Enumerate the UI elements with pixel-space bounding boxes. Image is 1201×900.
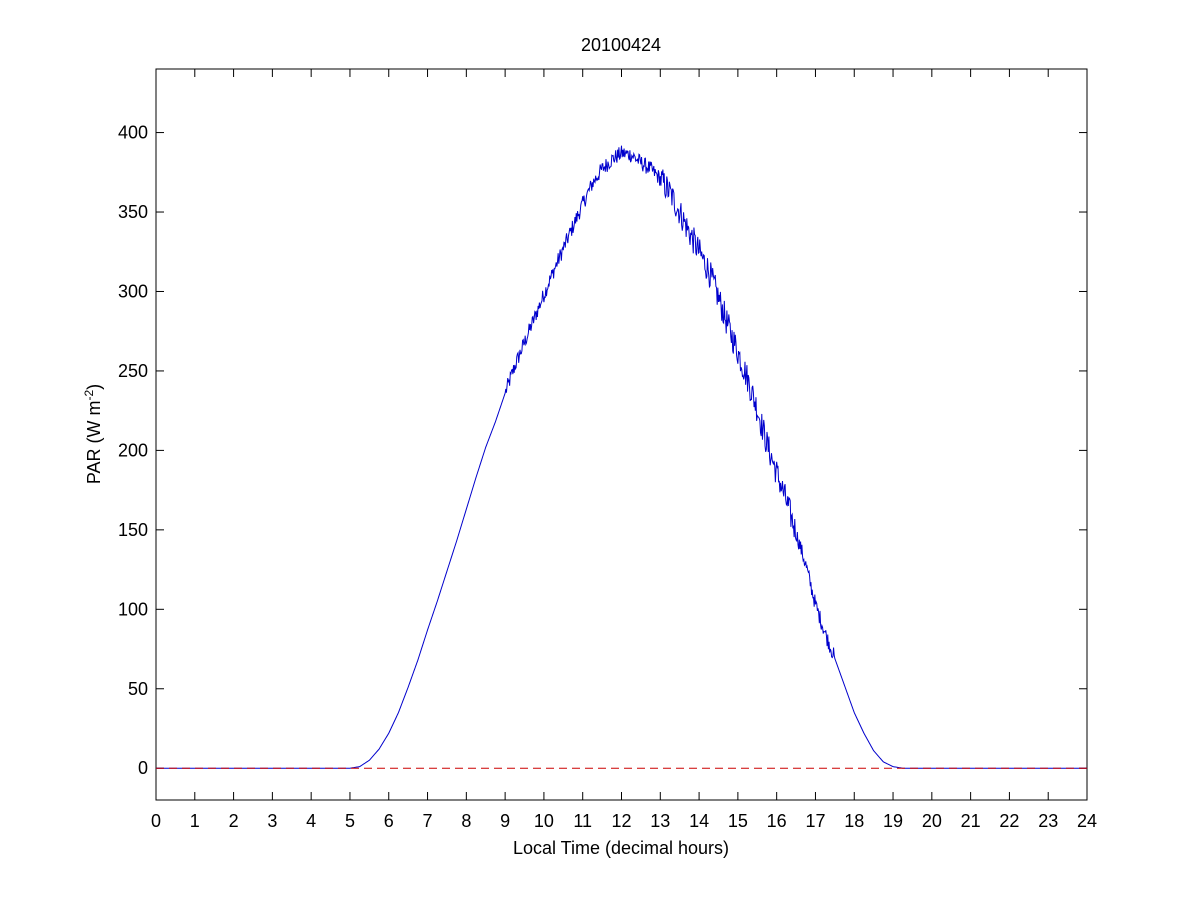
- y-tick-label: 350: [118, 202, 148, 222]
- y-tick-label: 50: [128, 679, 148, 699]
- x-tick-label: 15: [728, 811, 748, 831]
- x-tick-label: 10: [534, 811, 554, 831]
- plot-area: 0 1 2 3 4 5 6 7 8 9 10 11 12 13 14 15 16 17 18 19 20 21 22 23 24…: [118, 68, 1097, 831]
- x-tick-label: 3: [267, 811, 277, 831]
- par-series-line: [156, 145, 1087, 769]
- x-tick-label: 0: [151, 811, 161, 831]
- x-tick-label: 16: [767, 811, 787, 831]
- x-tick-label: 4: [306, 811, 316, 831]
- x-tick-label: 6: [384, 811, 394, 831]
- y-axis-label-superscript: -2: [82, 390, 96, 401]
- x-tick-label: 7: [423, 811, 433, 831]
- x-tick-label: 19: [883, 811, 903, 831]
- x-tick-label: 17: [805, 811, 825, 831]
- x-axis-label: Local Time (decimal hours): [513, 838, 729, 858]
- x-tick-label: 18: [844, 811, 864, 831]
- y-tick-label: 0: [138, 758, 148, 778]
- y-tick-label: 400: [118, 123, 148, 143]
- x-tick-label: 5: [345, 811, 355, 831]
- x-tick-label: 24: [1077, 811, 1097, 831]
- y-axis-label: PAR (W m-2): [82, 384, 104, 484]
- x-tick-label: 2: [229, 811, 239, 831]
- x-tick-label: 14: [689, 811, 709, 831]
- y-tick-label: 150: [118, 520, 148, 540]
- x-tick-label: 11: [573, 811, 592, 831]
- y-tick-label: 300: [118, 281, 148, 301]
- x-tick-label: 20: [922, 811, 942, 831]
- x-tick-label: 8: [461, 811, 471, 831]
- axes-frame: [155, 68, 1088, 801]
- x-tick-label: 12: [611, 811, 631, 831]
- x-tick-label: 1: [190, 811, 200, 831]
- y-tick-label: 200: [118, 440, 148, 460]
- y-axis-label-main: PAR (W m: [84, 401, 104, 485]
- x-tick-label: 13: [650, 811, 670, 831]
- y-axis-label-close: ): [84, 384, 104, 390]
- chart-title: 20100424: [581, 35, 661, 55]
- y-tick-label: 100: [118, 599, 148, 619]
- x-tick-label: 22: [999, 811, 1019, 831]
- x-tick-label: 9: [500, 811, 510, 831]
- x-tick-label: 21: [961, 811, 981, 831]
- x-tick-label: 23: [1038, 811, 1058, 831]
- y-tick-label: 250: [118, 361, 148, 381]
